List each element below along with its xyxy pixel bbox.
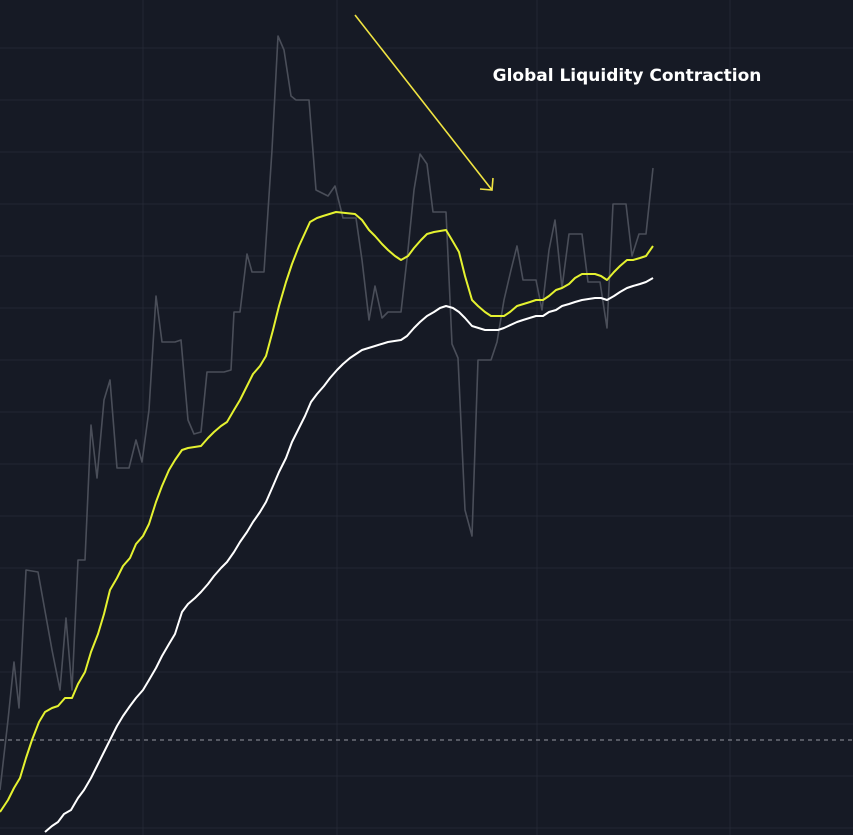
annotation: Global Liquidity Contraction bbox=[493, 66, 762, 86]
annotation-arrow bbox=[354, 14, 494, 191]
plot-area bbox=[0, 35, 853, 833]
series-line bbox=[0, 211, 654, 813]
series-line bbox=[44, 277, 654, 833]
series-line bbox=[0, 35, 654, 791]
